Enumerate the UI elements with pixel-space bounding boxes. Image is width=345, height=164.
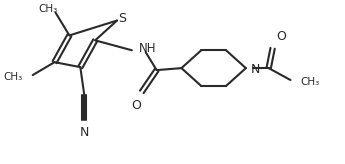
Text: CH₃: CH₃ — [38, 4, 57, 14]
Text: NH: NH — [139, 42, 156, 55]
Text: CH₃: CH₃ — [300, 77, 319, 87]
Text: O: O — [277, 30, 286, 43]
Text: S: S — [118, 12, 126, 25]
Text: N: N — [80, 126, 89, 139]
Text: N: N — [251, 63, 260, 76]
Text: CH₃: CH₃ — [3, 72, 23, 82]
Text: O: O — [131, 99, 141, 112]
